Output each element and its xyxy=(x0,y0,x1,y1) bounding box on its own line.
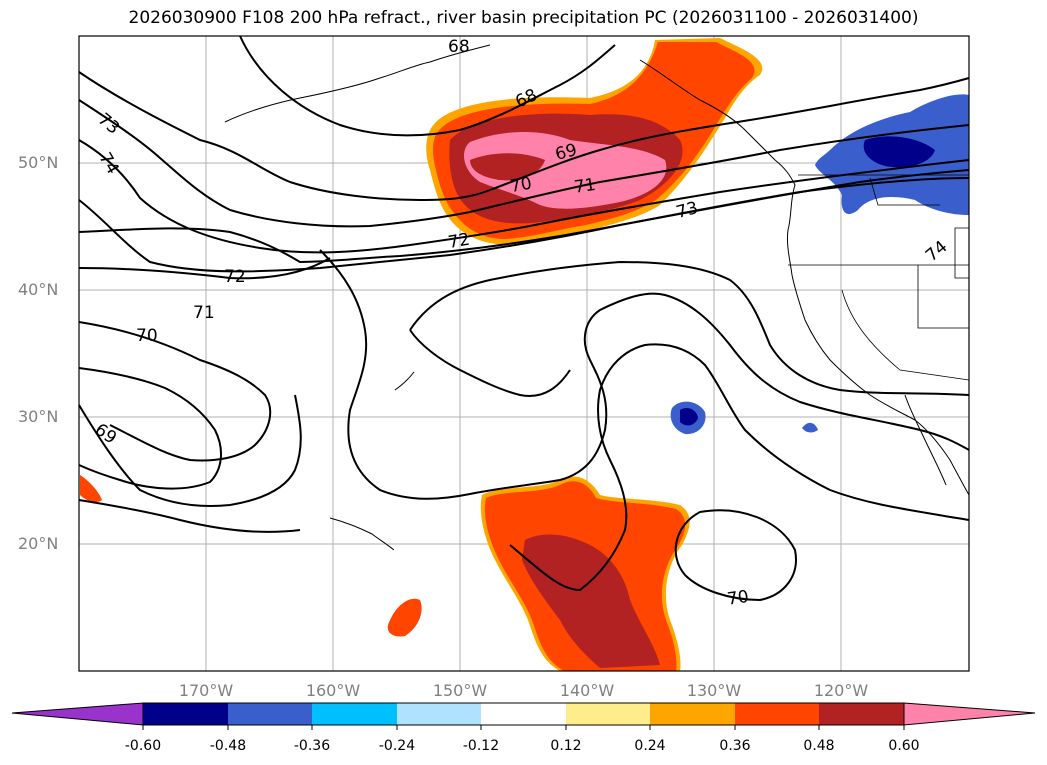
colorbar-tick-label: -0.24 xyxy=(378,738,416,754)
aleutian-coast xyxy=(224,44,491,123)
colorbar-tick-label: 0.12 xyxy=(550,738,582,754)
colorbar-tick-label: -0.36 xyxy=(293,738,331,754)
contour-label: 72 xyxy=(224,267,246,287)
refractivity-contours xyxy=(78,35,970,602)
contour-label: 71 xyxy=(573,175,597,198)
colorbar-extend-max xyxy=(903,702,1036,726)
precip-negative-cell-core xyxy=(680,407,698,426)
contour-69-south xyxy=(78,499,301,533)
state-border-2 xyxy=(917,265,969,329)
contour-label: 70 xyxy=(136,326,158,346)
precip-shading xyxy=(80,38,969,671)
contour-70-west xyxy=(78,321,272,462)
colorbar-segment xyxy=(397,703,481,725)
colorbar-segment xyxy=(566,703,650,725)
colorbar-segment xyxy=(228,703,312,725)
contour-label: 70 xyxy=(509,174,534,197)
colorbar-tick-label: 0.24 xyxy=(634,738,666,754)
contour-70-closed xyxy=(674,509,797,602)
lat-label-20n: 20°N xyxy=(18,534,59,553)
colorbar-tick-label: 0.60 xyxy=(888,738,920,754)
precip-north-pink xyxy=(464,131,667,209)
colorbar-outline xyxy=(142,702,905,726)
colorbar-segment xyxy=(735,703,819,725)
hawaii-coast xyxy=(329,517,395,551)
lat-label-30n: 30°N xyxy=(18,407,59,426)
coastlines xyxy=(224,44,970,551)
lon-label-170w: 170°W xyxy=(178,681,234,700)
contour-69-inner xyxy=(78,394,302,508)
lat-label-50n: 50°N xyxy=(18,153,59,172)
colorbar xyxy=(11,702,1036,730)
precip-west-patch xyxy=(80,475,102,503)
contour-label: 72 xyxy=(447,230,472,253)
colorbar-tick-label: 0.36 xyxy=(719,738,751,754)
contour-69 xyxy=(78,99,970,228)
lon-label-160w: 160°W xyxy=(305,681,361,700)
lon-label-130w: 130°W xyxy=(686,681,742,700)
lat-label-40n: 40°N xyxy=(18,280,59,299)
precip-negative-navy xyxy=(863,136,935,168)
contour-label: 70 xyxy=(726,587,750,610)
colorbar-extend-min xyxy=(11,702,144,726)
contour-72-lower xyxy=(78,257,331,280)
state-border-3 xyxy=(841,289,970,381)
contour-label: 68 xyxy=(448,37,470,57)
contour-70 xyxy=(78,139,970,254)
contour-71-trough xyxy=(319,249,970,500)
province-border xyxy=(869,177,940,206)
islands-coast xyxy=(394,371,415,391)
colorbar-segment xyxy=(143,703,228,725)
contour-72 xyxy=(78,177,970,264)
colorbar-segment xyxy=(819,703,904,725)
colorbar-tick-label: -0.12 xyxy=(462,738,500,754)
precip-negative-small xyxy=(802,422,818,433)
map-title: 2026030900 F108 200 hPa refract., river … xyxy=(128,8,919,28)
map-frame xyxy=(78,35,970,672)
contour-68 xyxy=(239,35,616,137)
contour-69-west xyxy=(78,367,222,490)
contour-70-subtropical xyxy=(509,343,970,592)
contour-label: 71 xyxy=(193,303,215,323)
colorbar-tick-label: -0.60 xyxy=(124,738,162,754)
contour-68-long xyxy=(78,71,970,202)
lon-label-150w: 150°W xyxy=(432,681,488,700)
contour-71-inner xyxy=(409,329,571,397)
contour-71 xyxy=(78,169,970,273)
colorbar-segment xyxy=(650,703,735,725)
lon-label-140w: 140°W xyxy=(559,681,615,700)
lon-label-120w: 120°W xyxy=(813,681,869,700)
precip-small-patch xyxy=(387,598,422,637)
colorbar-tick-label: -0.48 xyxy=(209,738,247,754)
baja-coast xyxy=(904,394,947,486)
precip-south-darkred xyxy=(522,534,660,668)
political-borders xyxy=(788,174,970,381)
colorbar-segment xyxy=(312,703,397,725)
contour-72-trough xyxy=(409,260,970,396)
colorbar-segment xyxy=(481,703,566,725)
colorbar-tick-label: 0.48 xyxy=(803,738,835,754)
precip-north-darkred-inner xyxy=(470,153,545,181)
